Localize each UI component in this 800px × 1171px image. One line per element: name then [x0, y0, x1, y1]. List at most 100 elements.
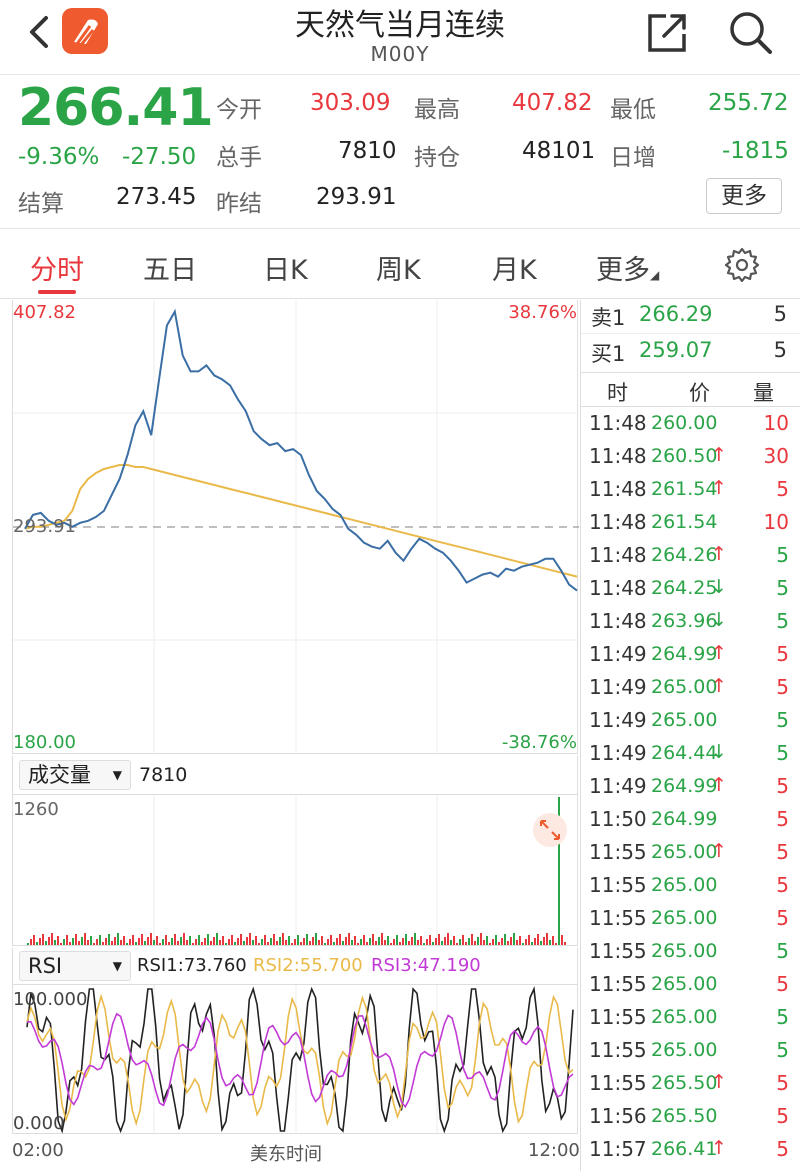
share-button[interactable]: [646, 10, 690, 54]
volume-bar: [66, 935, 68, 945]
volume-bar: [252, 940, 254, 945]
divider: [0, 228, 800, 229]
volume-bar: [153, 940, 155, 945]
rsi-chart[interactable]: 100.000 0.000: [12, 984, 578, 1135]
volume-bar: [345, 937, 347, 945]
volume-bar: [198, 935, 200, 945]
tick-row: 11:49 264.44 ↓ 5: [581, 737, 800, 770]
rsi-indicator-select[interactable]: RSI ▼: [19, 951, 131, 981]
ask-price: 266.29: [639, 302, 713, 326]
volume-total: 7810: [139, 764, 188, 786]
volume-bar: [297, 935, 299, 945]
tab-more[interactable]: 更多◢: [596, 248, 659, 287]
tab-five-day[interactable]: 五日: [143, 255, 197, 286]
tick-row: 11:49 264.99 ↑ 5: [581, 638, 800, 671]
tick-price: 264.99: [651, 643, 718, 665]
volume-bar: [291, 943, 293, 945]
volume-bar: [402, 938, 404, 945]
arrow-up-icon: ↑: [711, 840, 727, 862]
change-value: -27.50: [122, 144, 197, 170]
bid-price: 259.07: [639, 338, 713, 362]
volume-chart[interactable]: 1260: [12, 794, 578, 947]
tab-intraday[interactable]: 分时: [30, 255, 84, 286]
tick-time: 11:55: [589, 1071, 647, 1095]
volume-bar: [246, 937, 248, 945]
daily-increase-value: -1815: [722, 138, 789, 164]
tick-time: 11:55: [589, 873, 647, 897]
volume-bar: [147, 937, 149, 945]
volume-bar: [561, 935, 563, 945]
volume-bar: [75, 934, 77, 945]
volume-bar: [351, 940, 353, 945]
volume-bar: [408, 941, 410, 945]
expand-chart-button[interactable]: [533, 813, 567, 847]
volume-bar: [264, 935, 266, 945]
volume-bar: [522, 943, 524, 945]
divider: [0, 298, 800, 299]
volume-bar: [414, 933, 416, 945]
tick-volume: 5: [776, 1071, 789, 1095]
rsi-select-label: RSI: [28, 954, 63, 978]
volume-bar: [546, 933, 548, 945]
volume-bar: [261, 939, 263, 945]
volume-bar: [108, 934, 110, 945]
tick-price: 265.50: [651, 1105, 718, 1127]
volume-bar: [39, 938, 41, 945]
tab-daily-k[interactable]: 日K: [263, 255, 308, 286]
volume-header: 成交量 ▼ 7810: [12, 756, 578, 794]
volume-bar: [486, 936, 488, 945]
rsi1-line: [26, 986, 574, 1134]
volume-bar: [501, 938, 503, 945]
volume-bar: [474, 941, 476, 945]
tab-monthly-k[interactable]: 月K: [492, 255, 537, 286]
volume-bar: [405, 934, 407, 945]
volume-bar: [360, 939, 362, 945]
volume-bar: [162, 939, 164, 945]
tick-row: 11:49 265.00 5: [581, 704, 800, 737]
tab-weekly-k[interactable]: 周K: [376, 255, 421, 286]
time-axis-end: 12:00: [528, 1140, 580, 1161]
volume-bar: [462, 935, 464, 945]
tick-time: 11:49: [589, 741, 647, 765]
volume-bar: [192, 943, 194, 945]
tick-volume: 10: [763, 510, 789, 534]
tick-row: 11:55 265.50 ↑ 5: [581, 1067, 800, 1100]
prev-settle-value: 293.91: [316, 184, 397, 210]
volume-bar: [213, 937, 215, 945]
more-quote-button[interactable]: 更多: [706, 178, 782, 214]
volume-bar: [99, 935, 101, 945]
tick-price: 265.00: [651, 1039, 718, 1061]
volume-indicator-select[interactable]: 成交量 ▼: [19, 760, 131, 790]
volume-bar: [294, 939, 296, 945]
volume-bar: [324, 943, 326, 945]
volume-bar: [87, 940, 89, 945]
intraday-chart[interactable]: 407.82 38.76% 293.91 180.00 -38.76%: [12, 300, 579, 754]
arrow-up-icon: ↑: [711, 1137, 727, 1159]
back-button[interactable]: [22, 10, 62, 54]
volume-bar: [225, 943, 227, 945]
search-button[interactable]: [726, 8, 774, 56]
tick-row: 11:55 265.00 5: [581, 935, 800, 968]
volume-bar: [543, 937, 545, 945]
tick-time: 11:50: [589, 807, 647, 831]
volume-bar: [342, 941, 344, 945]
price-line: [24, 308, 578, 592]
ticks-list[interactable]: 11:48 260.00 10 11:48 260.50 ↑ 30 11:48 261.54 ↑ 5…: [581, 406, 800, 1161]
volume-bar: [72, 938, 74, 945]
volume-bar: [339, 934, 341, 945]
volume-bar: [537, 934, 539, 945]
volume-bar: [168, 942, 170, 945]
volume-bar: [381, 933, 383, 945]
tick-row: 11:49 265.00 ↑ 5: [581, 671, 800, 704]
volume-bar: [42, 934, 44, 945]
prev-settle-label: 昨结: [216, 191, 262, 217]
volume-bar: [60, 943, 62, 945]
tick-time: 11:48: [589, 444, 647, 468]
tick-time: 11:55: [589, 972, 647, 996]
volume-select-label: 成交量: [28, 763, 91, 787]
expand-icon: [540, 820, 560, 840]
tick-price: 265.00: [651, 874, 718, 896]
volume-bar: [564, 942, 566, 945]
settings-button[interactable]: [724, 246, 760, 283]
volume-bar: [540, 941, 542, 945]
